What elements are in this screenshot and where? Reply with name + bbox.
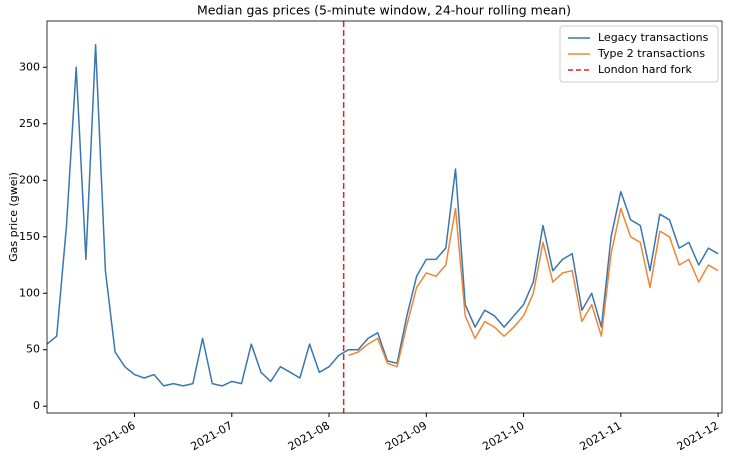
x-tick-label: 2021-12 [675,419,721,453]
x-tick-label: 2021-08 [286,419,332,453]
y-tick-label: 150 [19,230,40,243]
legend-label: London hard fork [598,63,692,76]
y-tick-label: 0 [33,399,40,412]
y-tick-label: 100 [19,286,40,299]
y-tick-label: 200 [19,173,40,186]
chart-title: Median gas prices (5-minute window, 24-h… [197,3,571,18]
legend-box [559,25,719,83]
y-tick-label: 300 [19,60,40,73]
x-tick-label: 2021-11 [578,419,624,453]
x-tick-label: 2021-09 [383,419,429,453]
x-tick-label: 2021-10 [480,419,526,453]
plot-frame [46,20,723,414]
legend-label: Type 2 transactions [597,47,705,60]
x-tick-label: 2021-07 [188,419,234,453]
series-line [348,207,719,368]
y-axis-label: Gas price (gwei) [7,172,20,262]
y-tick-label: 50 [26,343,40,356]
series-line [46,43,719,387]
y-tick-label: 250 [19,117,40,130]
x-tick-label: 2021-06 [91,419,137,453]
legend-label: Legacy transactions [598,31,709,44]
